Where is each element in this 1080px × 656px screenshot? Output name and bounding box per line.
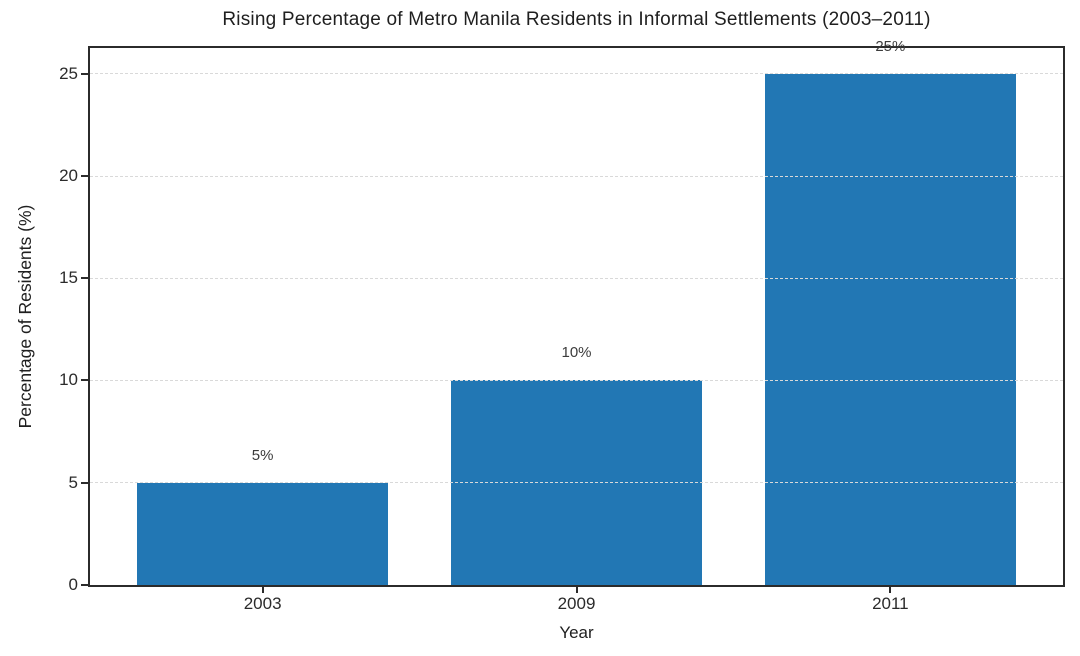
chart-title: Rising Percentage of Metro Manila Reside… (222, 9, 931, 30)
bar-value-label: 5% (251, 446, 274, 464)
gridline (90, 175, 1063, 177)
gridline (90, 277, 1063, 279)
y-tick-label: 15 (59, 268, 78, 288)
gridline (90, 73, 1063, 75)
x-tick-mark (575, 587, 578, 593)
bar-2011 (764, 73, 1016, 585)
y-tick-label: 20 (59, 165, 78, 185)
x-axis-title: Year (559, 623, 594, 642)
bar-value-label: 10% (561, 344, 592, 362)
x-tick-label: 2011 (872, 594, 909, 613)
x-tick-label: 2003 (243, 594, 282, 613)
y-tick-mark (81, 481, 88, 484)
y-tick-label: 5 (68, 472, 78, 492)
y-tick-mark (81, 277, 88, 280)
y-tick-mark (81, 584, 88, 586)
y-tick-mark (81, 174, 88, 177)
bar-value-label: 25% (875, 37, 906, 55)
gridline (90, 380, 1063, 382)
y-tick-label: 25 (59, 63, 78, 83)
x-tick-mark (889, 587, 892, 593)
y-axis-title: Percentage of Residents (%) (15, 204, 35, 429)
bar-2003 (137, 482, 389, 585)
y-tick-label: 10 (59, 370, 78, 390)
x-tick-mark (261, 587, 264, 593)
y-tick-mark (81, 72, 88, 75)
x-tick-label: 2009 (557, 594, 596, 613)
y-tick-mark (81, 379, 88, 382)
gridline (90, 482, 1063, 484)
y-tick-label: 0 (68, 575, 78, 594)
plot-area: 5% 10% 25% (88, 38, 1065, 587)
